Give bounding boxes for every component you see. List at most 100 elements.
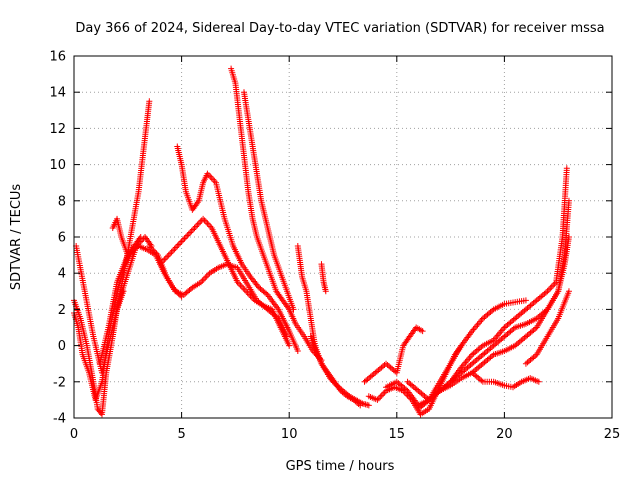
data-point-marker — [184, 232, 191, 239]
data-point-marker — [478, 317, 485, 324]
data-point-marker — [194, 221, 201, 228]
data-point-marker — [171, 246, 178, 253]
data-point-marker — [328, 376, 335, 383]
data-point-marker — [244, 289, 251, 296]
data-point-marker — [164, 253, 171, 260]
data-series-7 — [146, 243, 291, 340]
x-tick-label: 20 — [496, 427, 513, 442]
data-series-17 — [383, 297, 529, 409]
data-point-marker — [174, 243, 181, 250]
y-tick-label: 2 — [58, 303, 66, 318]
data-point-marker — [497, 329, 504, 336]
data-point-marker — [190, 226, 197, 233]
data-point-marker — [365, 402, 372, 409]
data-point-marker — [162, 255, 169, 262]
y-tick-label: 10 — [49, 158, 66, 173]
data-point-marker — [177, 240, 184, 247]
data-point-marker — [185, 230, 192, 237]
data-point-marker — [547, 285, 554, 292]
data-point-marker — [210, 176, 217, 183]
data-point-marker — [187, 229, 194, 236]
y-tick-label: 6 — [58, 231, 66, 246]
data-point-marker — [192, 223, 199, 230]
data-point-marker — [500, 326, 507, 333]
data-series-8 — [157, 215, 293, 349]
data-point-marker — [498, 327, 505, 334]
data-point-marker — [563, 165, 570, 172]
x-tick-label: 0 — [70, 427, 78, 442]
data-point-marker — [172, 244, 179, 251]
data-point-marker — [380, 390, 387, 397]
x-tick-label: 15 — [389, 427, 406, 442]
y-tick-label: -4 — [53, 412, 66, 427]
data-point-marker — [238, 283, 245, 290]
data-point-marker — [207, 173, 214, 180]
tick-layer: 0 5 10 15 20 25 -4 -2 0 2 4 6 8 10 12 14 16 — [49, 50, 620, 443]
data-series-18 — [404, 165, 570, 403]
data-point-marker — [565, 288, 572, 295]
data-point-marker — [195, 220, 202, 227]
data-point-marker — [471, 324, 478, 331]
data-point-marker — [522, 297, 529, 304]
data-point-marker — [322, 288, 329, 295]
data-point-marker — [201, 217, 208, 224]
y-tick-label: 8 — [58, 194, 66, 209]
data-point-marker — [535, 378, 542, 385]
data-point-marker — [329, 378, 336, 385]
data-series-20 — [436, 234, 572, 394]
data-point-marker — [327, 375, 334, 382]
y-axis-label: SDTVAR / TECUs — [9, 184, 24, 291]
data-point-marker — [473, 323, 480, 330]
y-tick-label: 12 — [49, 122, 66, 137]
data-point-marker — [263, 290, 270, 297]
data-point-marker — [165, 252, 172, 259]
data-point-marker — [204, 220, 211, 227]
data-point-marker — [332, 380, 339, 387]
data-point-marker — [180, 237, 187, 244]
data-point-marker — [375, 395, 382, 402]
data-point-marker — [237, 282, 244, 289]
x-tick-label: 25 — [604, 427, 621, 442]
data-point-marker — [545, 286, 552, 293]
data-point-marker — [286, 342, 293, 349]
y-tick-label: 4 — [58, 267, 66, 282]
data-point-marker — [496, 330, 503, 337]
data-point-marker — [178, 238, 185, 245]
data-point-marker — [202, 218, 209, 225]
data-point-marker — [565, 234, 572, 240]
data-point-marker — [197, 218, 204, 225]
data-point-marker — [167, 250, 174, 257]
data-point-marker — [188, 227, 195, 234]
data-point-marker — [146, 98, 153, 105]
data-series-11 — [241, 89, 297, 313]
chart-title: Day 366 of 2024, Sidereal Day-to-day VTE… — [75, 21, 604, 36]
data-point-marker — [137, 234, 144, 240]
data-point-marker — [187, 285, 194, 292]
data-series-13 — [307, 333, 372, 409]
y-tick-label: 0 — [58, 339, 66, 354]
data-point-marker — [168, 249, 175, 256]
data-point-marker — [202, 274, 209, 281]
data-series-5 — [114, 98, 153, 313]
data-point-marker — [463, 357, 470, 364]
data-point-marker — [294, 348, 301, 355]
data-point-marker — [182, 234, 189, 240]
data-point-marker — [205, 221, 212, 228]
data-point-marker — [203, 273, 210, 280]
data-series-6 — [109, 215, 144, 259]
data-point-marker — [200, 215, 207, 222]
data-point-marker — [191, 224, 198, 231]
x-tick-label: 5 — [177, 427, 185, 442]
data-point-marker — [467, 353, 474, 360]
data-series-14 — [318, 261, 329, 295]
data-series-12 — [294, 243, 364, 409]
data-series-21 — [469, 369, 542, 391]
y-tick-label: 16 — [49, 50, 66, 65]
data-point-marker — [161, 256, 168, 263]
data-point-marker — [465, 356, 472, 363]
data-point-marker — [565, 197, 572, 204]
data-point-marker — [548, 283, 555, 290]
data-point-marker — [475, 320, 482, 327]
data-point-marker — [208, 175, 215, 182]
